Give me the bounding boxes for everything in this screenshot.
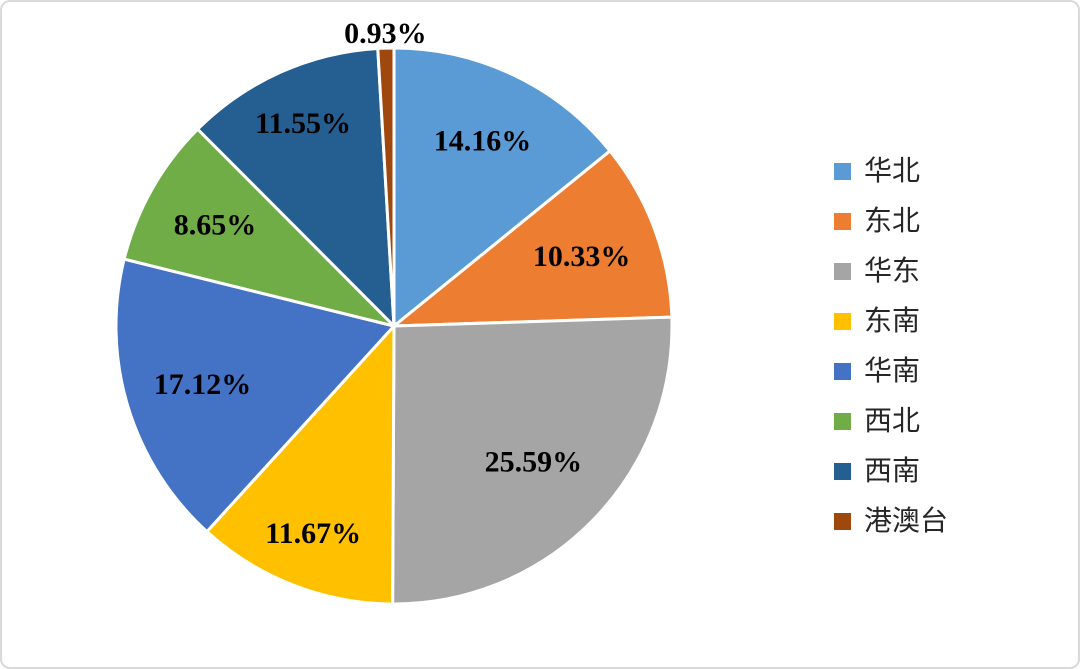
legend-item-8: 港澳台 xyxy=(834,496,948,546)
pie-slice-8 xyxy=(376,46,396,328)
legend-item-6: 西北 xyxy=(834,396,948,446)
legend-swatch-icon xyxy=(834,512,851,530)
pie-label-5: 17.12% xyxy=(154,368,252,401)
legend-label: 华北 xyxy=(864,155,921,186)
pie-slice-5 xyxy=(114,257,396,534)
pie-label-7: 11.55% xyxy=(255,107,351,140)
legend-label: 东北 xyxy=(864,205,921,236)
legend-item-2: 东北 xyxy=(834,196,948,246)
pie-slice-1 xyxy=(392,46,612,328)
pie-slices xyxy=(114,46,674,606)
legend-label: 华南 xyxy=(864,355,921,386)
pie-label-1: 14.16% xyxy=(434,124,532,157)
pie-labels: 14.16% 10.33% 25.59% 11.67% 17.12% 8.65% 11.55… xyxy=(154,17,631,550)
pie-label-4: 11.67% xyxy=(265,517,361,550)
pie-slice-3 xyxy=(391,315,674,606)
legend-swatch-icon xyxy=(834,412,851,430)
legend-label: 西北 xyxy=(864,405,921,436)
legend-item-7: 西南 xyxy=(834,446,948,496)
legend-item-3: 华东 xyxy=(834,246,948,296)
legend-swatch-icon xyxy=(834,162,851,180)
legend-swatch-icon xyxy=(834,262,851,280)
legend-label: 西南 xyxy=(864,455,921,486)
legend-label: 东南 xyxy=(864,305,921,336)
legend-label: 港澳台 xyxy=(864,505,949,536)
legend-swatch-icon xyxy=(834,462,851,480)
legend-item-1: 华北 xyxy=(834,146,948,196)
pie-label-6: 8.65% xyxy=(174,209,257,242)
legend-item-5: 华南 xyxy=(834,346,948,396)
pie-label-8: 0.93% xyxy=(344,17,427,50)
pie-slice-6 xyxy=(122,127,396,328)
legend-item-4: 东南 xyxy=(834,296,948,346)
legend-label: 华东 xyxy=(864,255,921,286)
legend: 华北 东北 华东 东南 华南 西北 西南 xyxy=(834,146,948,546)
pie-label-3: 25.59% xyxy=(485,446,583,479)
legend-swatch-icon xyxy=(834,212,851,230)
pie-slice-4 xyxy=(205,324,396,606)
pie-slice-7 xyxy=(196,46,396,328)
pie-label-2: 10.33% xyxy=(533,240,631,273)
legend-swatch-icon xyxy=(834,362,851,380)
pie-slice-2 xyxy=(392,149,674,328)
legend-swatch-icon xyxy=(834,312,851,330)
